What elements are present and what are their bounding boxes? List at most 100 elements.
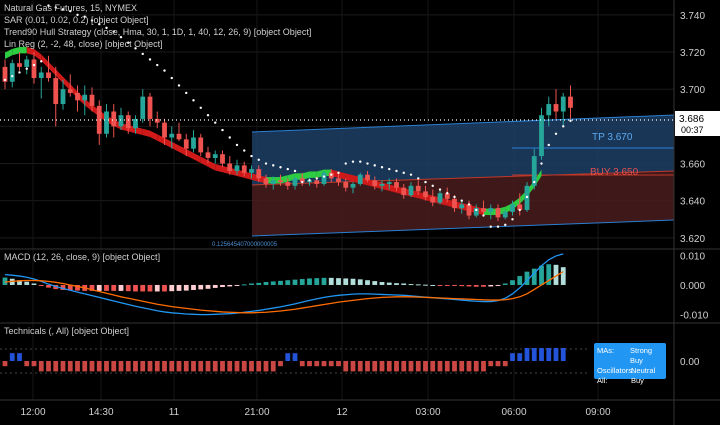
sar-dot bbox=[206, 114, 210, 117]
candle-body bbox=[343, 182, 349, 188]
buy-label: BUY 3.650 bbox=[590, 167, 639, 178]
macd-histogram-bar bbox=[176, 284, 182, 291]
hull-segment bbox=[186, 149, 194, 160]
sar-dot bbox=[337, 171, 340, 175]
macd-histogram-bar bbox=[372, 281, 378, 285]
technicals-bar bbox=[444, 361, 450, 372]
sar-dot bbox=[366, 162, 369, 165]
technicals-bar bbox=[270, 361, 276, 372]
candle-body bbox=[314, 180, 320, 184]
hull-segment bbox=[63, 76, 71, 91]
candle-body bbox=[423, 191, 428, 197]
macd-histogram-bar bbox=[488, 284, 494, 287]
macd-histogram-bar bbox=[154, 284, 160, 292]
technicals-bar bbox=[46, 361, 51, 372]
sar-dot bbox=[272, 164, 275, 167]
candle-body bbox=[227, 163, 233, 171]
sar-dot bbox=[388, 167, 391, 171]
candle-body bbox=[488, 208, 494, 212]
price-tick-label: 3.700 bbox=[680, 85, 705, 96]
technicals-bar bbox=[263, 361, 269, 372]
candle-body bbox=[133, 118, 138, 129]
hull-segment bbox=[34, 48, 42, 61]
candle-body bbox=[394, 182, 399, 188]
technicals-bar bbox=[198, 361, 204, 372]
candle-body bbox=[321, 172, 327, 184]
sar-dot bbox=[409, 173, 413, 176]
price-tick-label: 3.720 bbox=[680, 48, 705, 59]
macd-histogram-bar bbox=[24, 281, 30, 285]
macd-histogram-bar bbox=[343, 278, 349, 285]
candle-body bbox=[24, 59, 30, 67]
sar-dot bbox=[148, 58, 152, 61]
technicals-bar bbox=[24, 361, 30, 367]
macd-histogram-bar bbox=[220, 284, 225, 288]
candle-body bbox=[495, 208, 501, 218]
technicals-bar bbox=[176, 361, 182, 372]
hull-segment bbox=[309, 171, 317, 178]
macd-histogram-bar bbox=[67, 284, 73, 291]
price-tick-label: 3.620 bbox=[680, 234, 705, 245]
sar-dot bbox=[301, 180, 304, 184]
sar-dot bbox=[330, 173, 333, 176]
technicals-bar bbox=[524, 348, 530, 361]
legend-linreg: Lin Reg (2, -2, 48, close) [object Objec… bbox=[4, 39, 163, 49]
gauge-osc-label: Oscillators: bbox=[597, 366, 635, 375]
price-tick-label: 3.660 bbox=[680, 160, 705, 171]
sar-dot bbox=[322, 175, 326, 178]
macd-histogram-bar bbox=[46, 284, 51, 288]
sar-dot bbox=[547, 143, 550, 147]
macd-histogram-bar bbox=[111, 284, 117, 291]
sar-dot bbox=[511, 218, 514, 221]
time-tick-label: 03:00 bbox=[415, 407, 440, 418]
candle-body bbox=[531, 156, 537, 186]
technicals-bar bbox=[408, 361, 414, 372]
macd-histogram-bar bbox=[234, 284, 240, 286]
gauge-mas-value: Strong Buy bbox=[629, 346, 653, 365]
technicals-bar bbox=[191, 361, 196, 372]
sar-dot bbox=[105, 26, 108, 30]
time-tick-label: 11 bbox=[169, 407, 180, 418]
technicals-bar bbox=[140, 361, 146, 372]
technicals-bar bbox=[60, 361, 66, 372]
candle-body bbox=[372, 180, 378, 186]
technicals-bar bbox=[75, 361, 80, 372]
technicals-bar bbox=[234, 361, 240, 372]
candle-body bbox=[473, 208, 479, 216]
macd-histogram-bar bbox=[125, 284, 131, 292]
macd-histogram-bar bbox=[524, 271, 530, 285]
sar-dot bbox=[286, 167, 289, 171]
macd-histogram-bar bbox=[510, 280, 515, 285]
technicals-bar bbox=[430, 361, 436, 372]
technicals-bar bbox=[343, 361, 349, 372]
sar-dot bbox=[32, 63, 36, 67]
technicals-bar bbox=[365, 361, 370, 372]
hull-segment bbox=[55, 69, 63, 84]
candle-body bbox=[205, 152, 211, 158]
technicals-bar bbox=[328, 361, 334, 367]
macd-histogram-bar bbox=[198, 284, 204, 290]
macd-histogram-bar bbox=[299, 279, 305, 285]
technicals-bar bbox=[2, 361, 8, 367]
gauge-osc-value: Neutral bbox=[631, 366, 656, 375]
sar-dot bbox=[192, 99, 195, 102]
candle-body bbox=[510, 204, 515, 212]
macd-histogram-bar bbox=[473, 284, 479, 287]
sar-dot bbox=[431, 184, 434, 188]
candle-body bbox=[89, 94, 95, 106]
candle-body bbox=[401, 187, 407, 196]
chart-title: Natural Gas Futures, 15, NYMEX bbox=[4, 3, 138, 13]
sar-dot bbox=[373, 164, 376, 167]
hull-segment bbox=[200, 156, 208, 167]
technicals-bar bbox=[452, 361, 457, 372]
sar-dot bbox=[119, 35, 123, 39]
gauge-all-label: All: bbox=[597, 376, 608, 385]
sar-dot bbox=[257, 158, 260, 162]
technicals-bar bbox=[241, 361, 247, 372]
technicals-bar bbox=[546, 348, 552, 361]
sar-dot bbox=[127, 41, 130, 44]
hull-segment bbox=[208, 160, 216, 171]
sar-dot bbox=[504, 223, 507, 227]
hull-segment bbox=[193, 152, 201, 164]
